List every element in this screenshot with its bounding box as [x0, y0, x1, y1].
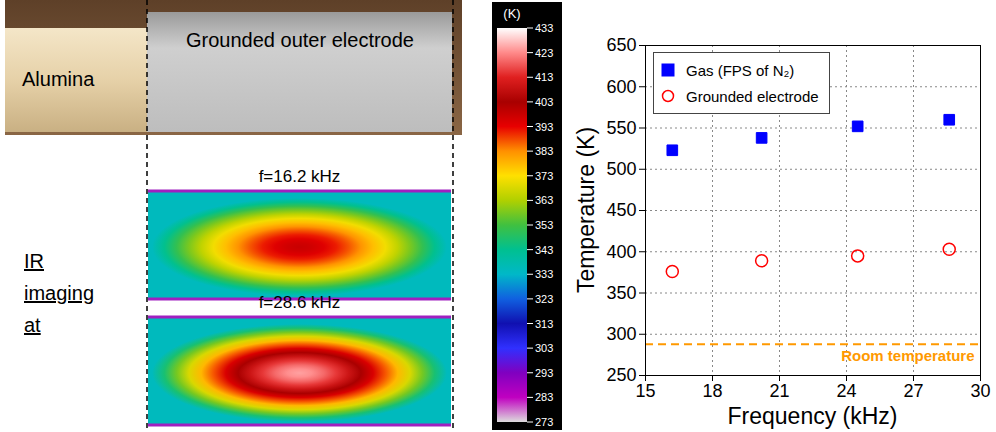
svg-text:30: 30 — [970, 381, 990, 401]
svg-text:250: 250 — [606, 365, 636, 385]
svg-text:303: 303 — [535, 342, 553, 354]
html-text:Gas (FPS of N₂): Gas (FPS of N₂) — [686, 61, 795, 79]
svg-text:300: 300 — [606, 324, 636, 344]
svg-text:550: 550 — [606, 118, 636, 138]
svg-text:18: 18 — [702, 381, 722, 401]
html-text:Grounded electrode: Grounded electrode — [686, 87, 819, 105]
svg-text:21: 21 — [769, 381, 789, 401]
svg-text:403: 403 — [535, 96, 553, 108]
svg-text:373: 373 — [535, 170, 553, 182]
svg-text:393: 393 — [535, 121, 553, 133]
svg-text:imaging: imaging — [24, 282, 94, 304]
html-text:Temperature (K): Temperature (K) — [572, 126, 599, 294]
svg-text:363: 363 — [535, 194, 553, 206]
svg-text:400: 400 — [606, 242, 636, 262]
svg-text:f=16.2 kHz: f=16.2 kHz — [259, 167, 341, 186]
svg-text:IR: IR — [24, 250, 44, 272]
svg-text:423: 423 — [535, 47, 553, 59]
svg-text:Room temperature: Room temperature — [841, 347, 974, 364]
svg-text:413: 413 — [535, 71, 553, 83]
svg-text:600: 600 — [606, 77, 636, 97]
svg-text:f=28.6 kHz: f=28.6 kHz — [259, 293, 341, 312]
svg-text:343: 343 — [535, 244, 553, 256]
html-text:Frequency (kHz): Frequency (kHz) — [727, 403, 898, 429]
svg-text:at: at — [24, 314, 41, 336]
svg-text:15: 15 — [635, 381, 655, 401]
svg-text:433: 433 — [535, 22, 553, 34]
svg-text:24: 24 — [836, 381, 856, 401]
svg-text:(K): (K) — [503, 6, 520, 21]
svg-text:323: 323 — [535, 293, 553, 305]
svg-text:650: 650 — [606, 35, 636, 55]
svg-text:450: 450 — [606, 200, 636, 220]
svg-text:500: 500 — [606, 159, 636, 179]
svg-text:27: 27 — [903, 381, 923, 401]
svg-text:383: 383 — [535, 145, 553, 157]
svg-text:333: 333 — [535, 268, 553, 280]
svg-text:Grounded outer electrode: Grounded outer electrode — [186, 29, 414, 51]
svg-text:273: 273 — [535, 416, 553, 428]
svg-text:353: 353 — [535, 219, 553, 231]
svg-text:350: 350 — [606, 283, 636, 303]
svg-text:313: 313 — [535, 318, 553, 330]
svg-text:283: 283 — [535, 391, 553, 403]
svg-text:293: 293 — [535, 367, 553, 379]
svg-text:Alumina: Alumina — [22, 68, 95, 90]
